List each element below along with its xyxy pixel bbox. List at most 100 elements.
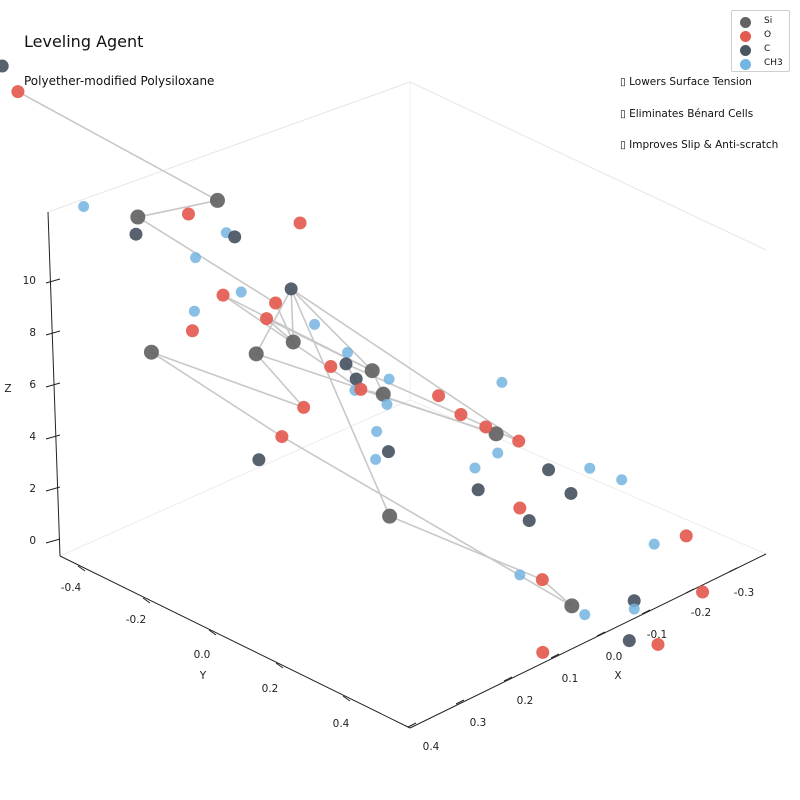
atom-point-ch3[interactable] xyxy=(579,609,591,621)
atom-point-c[interactable] xyxy=(0,59,9,73)
atom-point-ch3[interactable] xyxy=(628,603,640,615)
bond-line xyxy=(137,199,218,218)
atom-point-ch3[interactable] xyxy=(381,398,393,410)
atom-point-o[interactable] xyxy=(536,645,550,659)
atom-point-ch3[interactable] xyxy=(188,305,200,317)
bond-line xyxy=(150,351,283,438)
atom-point-o[interactable] xyxy=(696,585,710,599)
legend-item-si[interactable]: Si xyxy=(732,15,789,29)
atom-point-o[interactable] xyxy=(216,288,230,302)
z-tick-mark xyxy=(45,434,61,440)
y-tick-label: 0.2 xyxy=(262,683,279,695)
y-tick-label: -0.4 xyxy=(61,582,82,594)
y-axis-line xyxy=(59,555,411,729)
atom-point-ch3[interactable] xyxy=(648,538,660,550)
legend-marker-o xyxy=(740,31,751,42)
atom-point-ch3[interactable] xyxy=(78,201,90,213)
y-tick: -0.4 xyxy=(61,565,86,594)
atom-point-o[interactable] xyxy=(297,400,311,414)
atom-point-si[interactable] xyxy=(364,363,380,379)
atom-point-o[interactable] xyxy=(324,359,338,373)
atom-point-o[interactable] xyxy=(275,430,289,444)
atom-point-ch3[interactable] xyxy=(584,462,596,474)
atom-point-si[interactable] xyxy=(488,426,504,442)
atom-point-si[interactable] xyxy=(130,209,146,225)
atom-point-ch3[interactable] xyxy=(616,474,628,486)
atom-point-ch3[interactable] xyxy=(342,347,354,359)
data-points[interactable] xyxy=(0,59,710,659)
legend-label-si: Si xyxy=(764,16,773,26)
x-tick-mark xyxy=(550,653,560,659)
z-tick: 8 xyxy=(29,327,61,339)
atom-point-c[interactable] xyxy=(339,357,353,371)
atom-point-o[interactable] xyxy=(293,216,307,230)
atom-point-o[interactable] xyxy=(181,207,195,221)
atom-point-c[interactable] xyxy=(349,372,363,386)
x-tick: 0.4 xyxy=(407,722,440,753)
atom-point-c[interactable] xyxy=(564,486,578,500)
atom-point-si[interactable] xyxy=(143,344,159,360)
atom-point-ch3[interactable] xyxy=(469,462,481,474)
atom-point-c[interactable] xyxy=(627,594,641,608)
bond-line xyxy=(290,288,391,517)
legend-item-ch3[interactable]: CH3 xyxy=(732,57,789,71)
y-axis: -0.4 -0.2 0.0 0.2 0.4 Y xyxy=(61,565,351,730)
atom-point-o[interactable] xyxy=(260,312,274,326)
atom-point-si[interactable] xyxy=(382,508,398,524)
x-tick-label: 0.4 xyxy=(423,741,440,753)
atom-point-o[interactable] xyxy=(512,434,526,448)
atom-point-ch3[interactable] xyxy=(235,286,247,298)
atom-point-si[interactable] xyxy=(248,346,264,362)
atom-point-o[interactable] xyxy=(354,382,368,396)
atom-point-o[interactable] xyxy=(269,296,283,310)
atom-point-o[interactable] xyxy=(11,85,25,99)
bond-line xyxy=(151,351,304,409)
atom-point-o[interactable] xyxy=(651,637,665,651)
x-tick: 0.0 xyxy=(596,631,622,663)
atom-point-c[interactable] xyxy=(284,282,298,296)
atom-point-ch3[interactable] xyxy=(309,318,321,330)
x-axis: -0.3 -0.2 -0.1 0.0 0.1 0.2 0.3 0.4 xyxy=(407,567,755,753)
atom-point-o[interactable] xyxy=(679,529,693,543)
atom-point-ch3[interactable] xyxy=(514,569,526,581)
atom-point-ch3[interactable] xyxy=(492,447,504,459)
atom-point-si[interactable] xyxy=(285,334,301,350)
atom-point-c[interactable] xyxy=(228,230,242,244)
y-tick-label: 0.4 xyxy=(333,718,350,730)
atom-point-o[interactable] xyxy=(454,408,468,422)
bond-line xyxy=(17,90,218,202)
y-tick: 0.0 xyxy=(194,629,217,661)
atom-point-c[interactable] xyxy=(471,483,485,497)
y-tick: 0.4 xyxy=(333,695,351,730)
atom-point-si[interactable] xyxy=(375,386,391,402)
atom-point-c[interactable] xyxy=(129,227,143,241)
atom-point-ch3[interactable] xyxy=(496,376,508,388)
x-tick-label: -0.2 xyxy=(691,607,712,619)
atom-point-c[interactable] xyxy=(542,463,556,477)
chart-subtitle: Polyether-modified Polysiloxane xyxy=(24,74,215,88)
legend[interactable]: Si O C CH3 xyxy=(731,10,790,72)
y-tick-mark xyxy=(142,597,151,604)
atom-point-o[interactable] xyxy=(513,501,527,515)
atom-point-o[interactable] xyxy=(479,420,493,434)
atom-point-si[interactable] xyxy=(564,598,580,614)
atom-point-o[interactable] xyxy=(535,573,549,587)
atom-point-ch3[interactable] xyxy=(383,373,395,385)
atom-point-c[interactable] xyxy=(381,445,395,459)
atom-point-o[interactable] xyxy=(432,389,446,403)
annotation-benard-cells: ▯ Eliminates Bénard Cells xyxy=(620,107,754,120)
y-tick-mark xyxy=(77,565,86,572)
atom-point-ch3[interactable] xyxy=(371,425,383,437)
legend-item-c[interactable]: C xyxy=(732,43,789,57)
atom-point-o[interactable] xyxy=(185,324,199,338)
z-tick: 10 xyxy=(23,275,61,287)
atom-point-c[interactable] xyxy=(622,634,636,648)
atom-point-ch3[interactable] xyxy=(370,453,382,465)
atom-point-si[interactable] xyxy=(209,192,225,208)
atom-point-c[interactable] xyxy=(522,514,536,528)
x-tick-label: -0.3 xyxy=(734,587,755,599)
atom-point-c[interactable] xyxy=(252,453,266,467)
legend-item-o[interactable]: O xyxy=(732,29,789,43)
atom-point-ch3[interactable] xyxy=(190,252,202,264)
